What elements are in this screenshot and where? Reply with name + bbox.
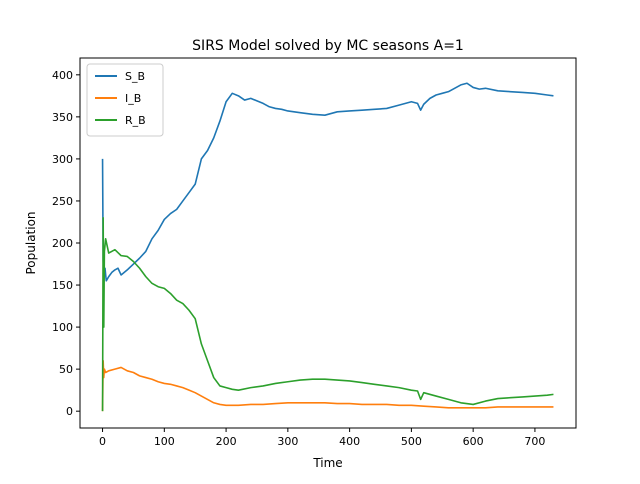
legend-label-s-b: S_B bbox=[125, 70, 145, 83]
y-tick-label: 400 bbox=[52, 69, 73, 82]
plot-frame bbox=[79, 57, 577, 429]
series-layer bbox=[101, 82, 554, 412]
legend-label-r-b: R_B bbox=[125, 114, 146, 127]
x-tick-label: 0 bbox=[99, 435, 106, 448]
y-axis-label: Population bbox=[24, 211, 38, 274]
x-tick-label: 100 bbox=[154, 435, 175, 448]
chart-title: SIRS Model solved by MC seasons A=1 bbox=[192, 38, 464, 54]
x-tick-label: 500 bbox=[401, 435, 422, 448]
y-tick-label: 150 bbox=[52, 279, 73, 292]
y-tick-label: 350 bbox=[52, 111, 73, 124]
y-tick-label: 0 bbox=[66, 405, 73, 418]
legend-box bbox=[86, 63, 164, 137]
x-tick-label: 200 bbox=[216, 435, 237, 448]
y-tick-label: 200 bbox=[52, 237, 73, 250]
x-tick-label: 600 bbox=[463, 435, 484, 448]
legend-label-i-b: I_B bbox=[125, 92, 141, 105]
y-tick-label: 100 bbox=[52, 321, 73, 334]
x-tick-label: 400 bbox=[339, 435, 360, 448]
x-tick-label: 300 bbox=[277, 435, 298, 448]
series-line-s-b bbox=[101, 82, 554, 282]
series-line-r-b bbox=[101, 216, 554, 412]
x-axis-label: Time bbox=[312, 456, 342, 470]
x-tick-label: 700 bbox=[524, 435, 545, 448]
y-axis-ticks: 0 50 100 150 200 250 300 350 400 bbox=[52, 69, 80, 418]
y-tick-label: 50 bbox=[59, 363, 73, 376]
y-tick-label: 250 bbox=[52, 195, 73, 208]
y-tick-label: 300 bbox=[52, 153, 73, 166]
series-line-i-b bbox=[101, 359, 554, 412]
x-axis-ticks: 0 100 200 300 400 500 600 700 bbox=[99, 428, 545, 448]
legend: S_B I_B R_B bbox=[86, 63, 164, 137]
